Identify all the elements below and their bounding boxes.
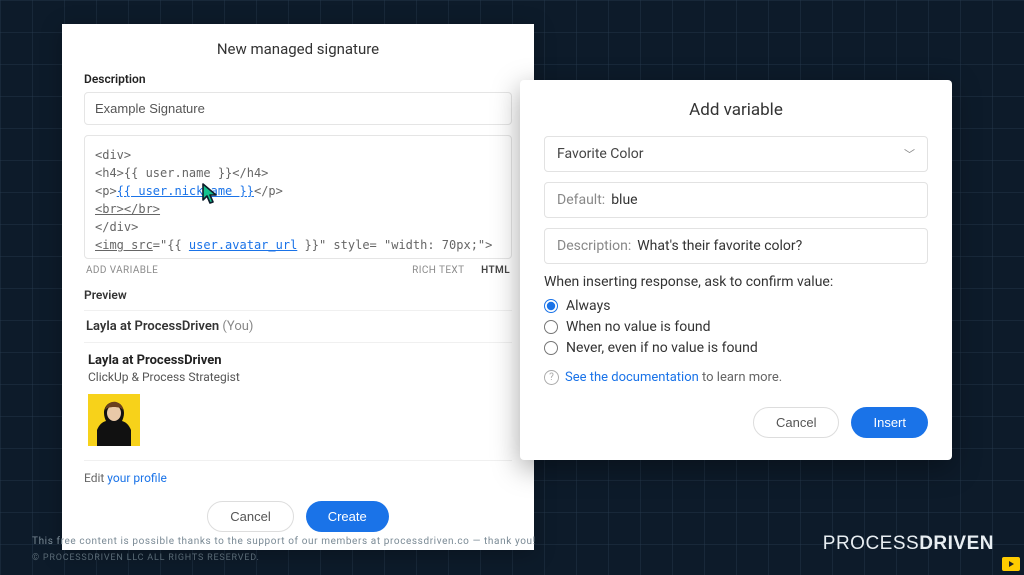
- confirm-question: When inserting response, ask to confirm …: [544, 274, 928, 290]
- youtube-badge-icon: [1002, 557, 1020, 571]
- radio-label: When no value is found: [566, 319, 711, 335]
- code-line: <h4>{{ user.name }}</h4>: [95, 164, 501, 182]
- code-line: </div>: [95, 218, 501, 236]
- radio-never[interactable]: [544, 341, 558, 355]
- help-icon: ?: [544, 370, 559, 385]
- radio-no-value[interactable]: [544, 320, 558, 334]
- brand-logo: PROCESSDRIVEN: [823, 533, 994, 555]
- tab-rich-text[interactable]: RICH TEXT: [412, 265, 464, 276]
- default-label: Default:: [557, 192, 605, 208]
- editor-toolbar: ADD VARIABLE RICH TEXT HTML: [86, 265, 510, 276]
- add-variable-link[interactable]: ADD VARIABLE: [86, 265, 158, 276]
- cancel-button[interactable]: Cancel: [753, 407, 839, 438]
- desc-label: Description:: [557, 238, 631, 254]
- preview-label: Preview: [84, 288, 512, 302]
- edit-profile-link[interactable]: your profile: [107, 471, 167, 485]
- code-line: <img src="{{ user.avatar_url }}" style= …: [95, 236, 501, 254]
- radio-label: Never, even if no value is found: [566, 340, 758, 356]
- default-value: blue: [611, 192, 637, 208]
- code-line: <div>: [95, 146, 501, 164]
- doc-suffix: to learn more.: [699, 370, 782, 385]
- variable-select-value: Favorite Color: [557, 146, 644, 162]
- documentation-row: ? See the documentation to learn more.: [544, 370, 928, 385]
- description-field[interactable]: Description: What's their favorite color…: [544, 228, 928, 264]
- desc-value: What's their favorite color?: [637, 238, 802, 254]
- preview-user-name: Layla at ProcessDriven: [86, 319, 219, 334]
- brand-part-b: DRIVEN: [919, 533, 994, 554]
- tab-html[interactable]: HTML: [481, 265, 510, 276]
- default-field[interactable]: Default: blue: [544, 182, 928, 218]
- dialog-title: Add variable: [544, 100, 928, 120]
- code-line: <p>{{ user.nickname }}</p>: [95, 182, 501, 200]
- dialog-title: New managed signature: [84, 40, 512, 58]
- preview-user-row: Layla at ProcessDriven (You): [84, 310, 512, 343]
- preview-you-badge: (You): [222, 319, 253, 334]
- radio-always[interactable]: [544, 299, 558, 313]
- variable-select[interactable]: Favorite Color ﹀: [544, 136, 928, 172]
- radio-label: Always: [566, 298, 610, 314]
- insert-button[interactable]: Insert: [851, 407, 928, 438]
- signature-preview-card: Layla at ProcessDriven ClickUp & Process…: [84, 343, 512, 461]
- code-line: <br></br>: [95, 200, 501, 218]
- dialog-buttons: Cancel Insert: [544, 407, 928, 438]
- brand-part-a: PROCESS: [823, 533, 919, 554]
- new-signature-dialog: New managed signature Description <div> …: [62, 24, 534, 550]
- add-variable-dialog: Add variable Favorite Color ﹀ Default: b…: [520, 80, 952, 460]
- confirm-option-never[interactable]: Never, even if no value is found: [544, 340, 928, 356]
- sig-name: Layla at ProcessDriven: [88, 353, 508, 368]
- description-label: Description: [84, 72, 512, 86]
- signature-code-editor[interactable]: <div> <h4>{{ user.name }}</h4> <p>{{ use…: [84, 135, 512, 259]
- documentation-link[interactable]: See the documentation: [565, 370, 699, 385]
- confirm-option-no-value[interactable]: When no value is found: [544, 319, 928, 335]
- confirm-option-always[interactable]: Always: [544, 298, 928, 314]
- sig-role: ClickUp & Process Strategist: [88, 370, 508, 384]
- avatar: [88, 394, 140, 446]
- chevron-down-icon: ﹀: [904, 146, 915, 162]
- description-input[interactable]: [84, 92, 512, 125]
- edit-prefix: Edit: [84, 471, 107, 485]
- edit-profile-row: Edit your profile: [84, 471, 512, 485]
